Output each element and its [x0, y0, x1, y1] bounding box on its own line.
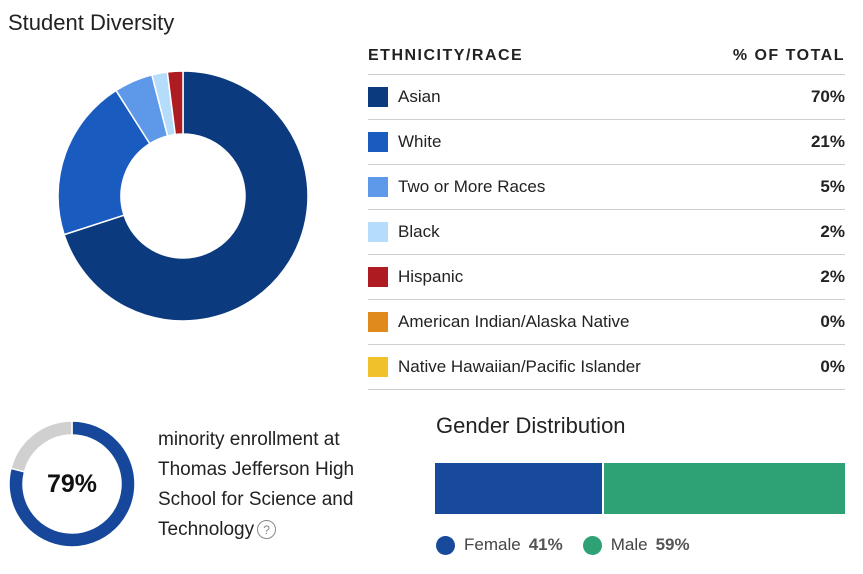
gender-legend-item-female: Female 41%: [436, 535, 563, 555]
ethnicity-percent: 0%: [820, 312, 845, 331]
diversity-title: Student Diversity: [8, 10, 175, 35]
ethnicity-percent: 2%: [820, 267, 845, 286]
gender-distribution-title: Gender Distribution: [436, 413, 626, 438]
ethnicity-row: White 21%: [368, 120, 845, 165]
minority-enrollment-ring: 79%: [8, 420, 136, 548]
gender-legend-label: Male: [610, 535, 648, 554]
gender-legend-value: 59%: [655, 535, 690, 554]
ethnicity-table-header: ETHNICITY/RACE % OF TOTAL: [368, 38, 845, 75]
ethnicity-label: Black: [398, 222, 440, 241]
ethnicity-label: American Indian/Alaska Native: [398, 312, 630, 331]
ethnicity-label: Two or More Races: [398, 177, 546, 196]
ethnicity-row: Hispanic 2%: [368, 255, 845, 300]
minority-text-line-last: Technology?: [158, 515, 388, 545]
ethnicity-label: Hispanic: [398, 267, 464, 286]
legend-swatch: [368, 87, 388, 107]
legend-swatch: [368, 222, 388, 242]
gender-legend-item-male: Male 59%: [582, 535, 690, 555]
ethnicity-row: Asian 70%: [368, 75, 845, 120]
ethnicity-donut-chart: [55, 68, 311, 324]
ethnicity-table: ETHNICITY/RACE % OF TOTAL Asian 70% White 2…: [368, 38, 845, 390]
minority-text-line: minority enrollment at: [158, 429, 340, 450]
minority-text-line: Technology: [158, 519, 255, 540]
legend-swatch: [368, 357, 388, 377]
percent-column-header: % OF TOTAL: [732, 47, 845, 64]
donut-slice-asian: [63, 70, 309, 322]
ethnicity-label: White: [398, 132, 442, 151]
gender-bar-male: [604, 463, 845, 514]
donut-slice-white: [57, 89, 151, 236]
ethnicity-row: Black 2%: [368, 210, 845, 255]
ethnicity-row: Two or More Races 5%: [368, 165, 845, 210]
question-circle-icon[interactable]: ?: [257, 520, 277, 540]
ethnicity-percent: 21%: [810, 132, 845, 151]
gender-legend: Female 41% Male 59%: [436, 535, 710, 555]
ethnicity-label: Native Hawaiian/Pacific Islander: [398, 357, 641, 376]
minority-text-line: Thomas Jefferson High: [158, 459, 355, 480]
gender-bar-female: [435, 463, 603, 514]
gender-bar-divider: [602, 463, 605, 514]
ethnicity-percent: 5%: [820, 177, 845, 196]
legend-swatch: [368, 267, 388, 287]
ethnicity-percent: 2%: [820, 222, 845, 241]
legend-swatch: [368, 312, 388, 332]
ethnicity-percent: 70%: [810, 87, 845, 106]
legend-dot: [436, 535, 455, 555]
gender-legend-value: 41%: [528, 535, 563, 554]
ethnicity-label: Asian: [398, 87, 441, 106]
gender-legend-label: Female: [464, 535, 521, 554]
minority-enrollment-text: minority enrollment at Thomas Jefferson …: [158, 425, 388, 545]
donut-slice-hispanic: [166, 70, 184, 136]
ethnicity-percent: 0%: [820, 357, 845, 376]
legend-swatch: [368, 177, 388, 197]
minority-ring-segment-minority: [8, 420, 136, 548]
ethnicity-column-header: ETHNICITY/RACE: [368, 47, 524, 64]
minority-ring-segment-remainder: [10, 420, 73, 473]
legend-dot: [582, 535, 602, 555]
gender-distribution-bar: [435, 463, 845, 514]
ethnicity-row: Native Hawaiian/Pacific Islander 0%: [368, 345, 845, 390]
minority-percent-label: 79%: [46, 469, 98, 498]
minority-text-line: School for Science and: [158, 489, 354, 510]
ethnicity-row: American Indian/Alaska Native 0%: [368, 300, 845, 345]
legend-swatch: [368, 132, 388, 152]
